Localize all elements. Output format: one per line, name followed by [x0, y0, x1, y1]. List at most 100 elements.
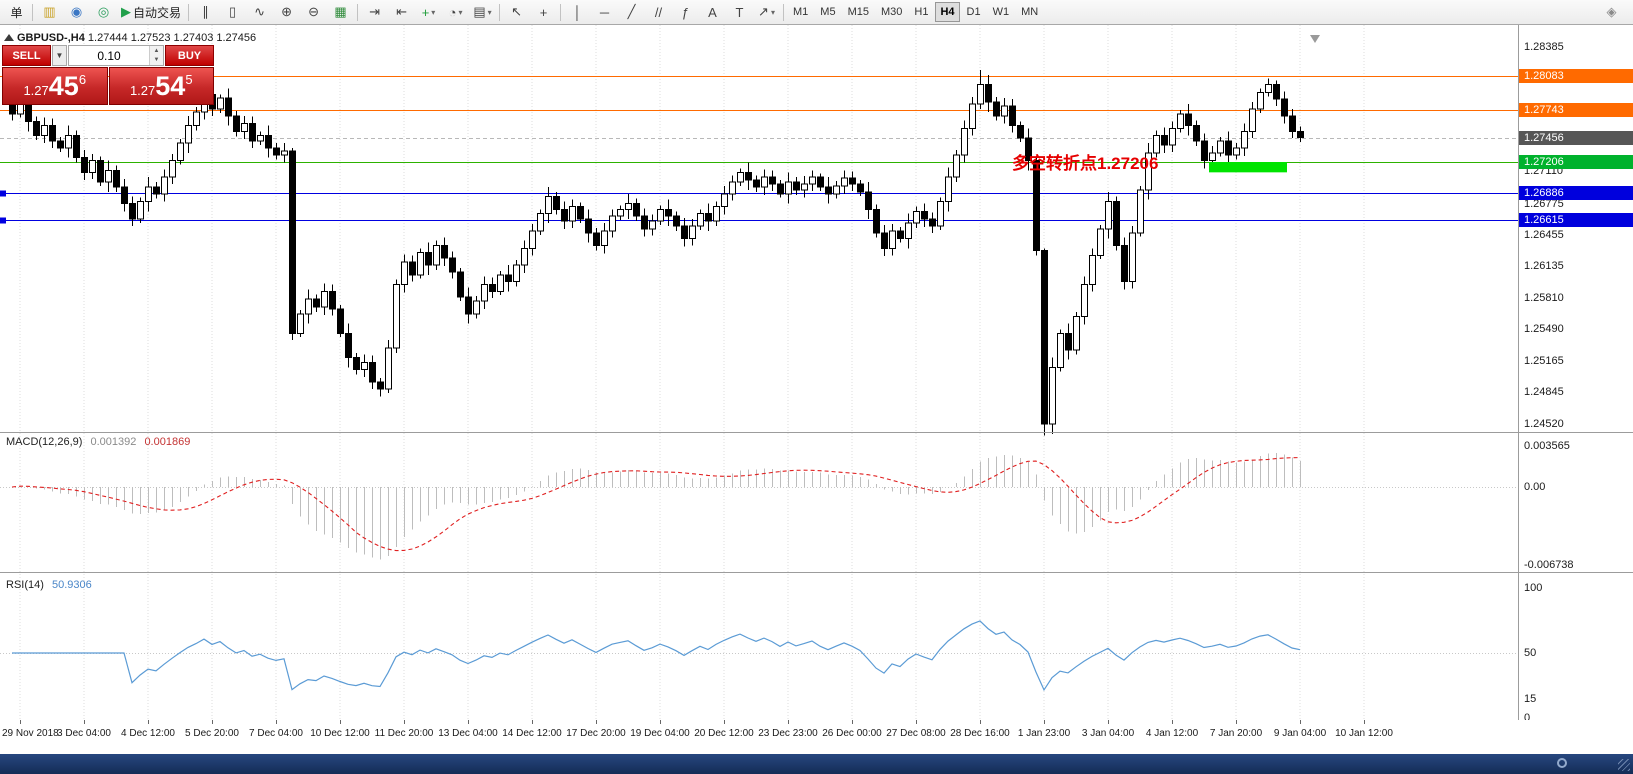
one-click-collapse-icon[interactable] [4, 34, 14, 41]
order-type-dropdown[interactable]: ▼ [52, 45, 67, 66]
candle [833, 185, 840, 195]
vertical-line-icon[interactable]: │ [573, 4, 582, 20]
autotrading-button[interactable]: ▶ 自动交易 [121, 4, 182, 20]
cursor-icon[interactable]: ↖ [511, 4, 522, 19]
chart-shift-icon[interactable]: ⇤ [396, 4, 407, 19]
resize-grip [1618, 759, 1630, 771]
time-axis-label: 20 Dec 12:00 [694, 728, 754, 739]
candle [153, 186, 160, 195]
candle [257, 134, 264, 142]
buy-price-button[interactable]: 1.27 54 5 [108, 67, 214, 105]
candle [553, 196, 560, 210]
time-axis-tick [212, 720, 213, 724]
bar-chart-type-icon[interactable]: ∥ [202, 4, 209, 19]
timeframe-button-m1[interactable]: M1 [793, 6, 809, 18]
candlestick-type-icon[interactable]: ▯ [228, 4, 237, 19]
tile-windows-icon[interactable]: ▦ [334, 4, 347, 19]
candle [441, 244, 448, 259]
lot-increase-icon[interactable]: ▲ [150, 46, 163, 56]
zoom-out-icon[interactable]: ⊖ [308, 4, 319, 19]
profile-icon[interactable]: ◉ [70, 4, 83, 19]
candle [953, 154, 960, 178]
time-axis-label: 17 Dec 20:00 [566, 728, 626, 739]
chart-region: GBPUSD-,H4 1.27444 1.27523 1.27403 1.274… [0, 25, 1633, 754]
templates-button[interactable]: ▤ ▾ [473, 4, 492, 19]
candle [881, 232, 888, 249]
channel-icon[interactable]: // [654, 4, 663, 20]
time-axis-tick [148, 720, 149, 724]
candle [49, 125, 56, 142]
trendline-icon[interactable]: ╱ [627, 4, 636, 19]
horizontal-line-icon[interactable]: ─ [599, 4, 610, 20]
new-order-button[interactable]: 单 [10, 5, 23, 20]
lot-decrease-icon[interactable]: ▼ [150, 55, 163, 65]
pivot-annotation-text: 多空转折点1.27206 [1012, 153, 1159, 173]
line-chart-type-icon[interactable]: ∿ [254, 4, 265, 19]
chart-shift-marker [1310, 35, 1320, 43]
toolbar: 单 ▥ ◉ ◎ ▶ 自动交易 ∥ ▯ ∿ ⊕ ⊖ ▦ ⇥ ⇤ + ▾ ◔ ▾ ▤ ▾ ↖ + │ ─ ╱ // ƒ A T ↗ ▾ M1 M5 M… [0, 0, 1633, 25]
auto-scroll-icon[interactable]: ⇥ [369, 4, 380, 19]
candle [1057, 332, 1064, 368]
connection-status-icon[interactable] [1557, 758, 1567, 768]
search-icon[interactable]: ◈ [1606, 4, 1617, 19]
buy-button[interactable]: BUY [165, 45, 214, 66]
community-icon[interactable]: ◎ [97, 4, 110, 19]
charts-icon[interactable]: ▥ [43, 4, 56, 19]
candle [937, 201, 944, 227]
price-scale[interactable]: 1.28385 1.27110 1.26775 1.26455 1.26135 1.258… [1519, 25, 1633, 724]
candle [1073, 316, 1080, 351]
panel-separator[interactable] [0, 572, 1633, 573]
one-click-trading-panel: SELL ▼ ▲ ▼ BUY 1.27 45 6 1.27 54 5 [2, 45, 214, 105]
price-scale-label: 1.26455 [1524, 229, 1564, 242]
price-scale-label: 1.24520 [1524, 418, 1564, 430]
candle [945, 176, 952, 203]
candle [361, 362, 368, 370]
periods-button[interactable]: ◔ ▾ [448, 4, 463, 20]
sell-price-button[interactable]: 1.27 45 6 [2, 67, 108, 105]
time-axis-tick [916, 720, 917, 724]
candle [593, 232, 600, 246]
timeframe-button-mn[interactable]: MN [1021, 6, 1039, 18]
candle [1297, 130, 1304, 139]
templates-button-dropdown-icon[interactable]: ▾ [487, 7, 492, 17]
candle [1153, 134, 1160, 154]
candle [473, 300, 480, 315]
indicators-button-dropdown-icon[interactable]: ▾ [431, 7, 436, 17]
candle [625, 203, 632, 210]
lot-size-input[interactable] [69, 46, 149, 65]
candle [817, 176, 824, 188]
timeframe-button-m15[interactable]: M15 [847, 6, 869, 18]
timeframe-button-h4[interactable]: H4 [935, 2, 960, 22]
candle [1065, 332, 1072, 351]
fibonacci-icon[interactable]: ƒ [681, 4, 690, 20]
zoom-in-icon[interactable]: ⊕ [281, 4, 292, 19]
panel-separator[interactable] [0, 432, 1633, 433]
label-tool-icon[interactable]: T [735, 4, 744, 20]
macd-scale-label: 0.00 [1524, 481, 1546, 493]
indicators-button[interactable]: + ▾ [421, 4, 436, 20]
candle [993, 101, 1000, 117]
periods-button-dropdown-icon[interactable]: ▾ [458, 7, 463, 17]
time-axis[interactable]: 29 Nov 2018 3 Dec 04:00 4 Dec 12:00 5 Dec 2… [0, 720, 1633, 754]
toolbar-separator [32, 3, 33, 21]
candle [985, 84, 992, 103]
timeframe-button-m5[interactable]: M5 [820, 6, 836, 18]
timeframe-button-m30[interactable]: M30 [880, 6, 903, 18]
price-chart[interactable] [0, 25, 1518, 720]
sell-button[interactable]: SELL [2, 45, 51, 66]
timeframe-button-d1[interactable]: D1 [966, 6, 981, 18]
candle [337, 308, 344, 334]
text-tool-icon[interactable]: A [708, 4, 717, 20]
candle [545, 196, 552, 214]
shapes-button[interactable]: ↗ ▾ [758, 4, 775, 19]
candle [929, 218, 936, 227]
timeframe-button-h1[interactable]: H1 [914, 6, 929, 18]
shapes-button-dropdown-icon[interactable]: ▾ [770, 7, 775, 17]
line-edge-marker [0, 217, 6, 224]
timeframe-button-w1[interactable]: W1 [992, 6, 1010, 18]
candle [681, 225, 688, 240]
toolbar-separator [560, 3, 562, 21]
candle [481, 284, 488, 302]
crosshair-icon[interactable]: + [539, 4, 548, 20]
macd-signal-line [11, 457, 1301, 552]
